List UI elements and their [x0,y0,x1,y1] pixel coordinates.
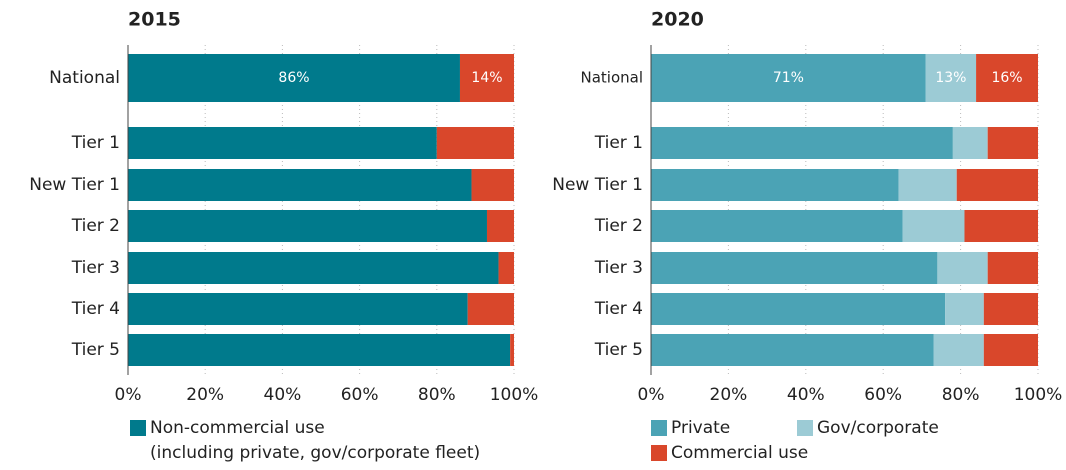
x-tick-label: 40% [264,385,302,405]
bar-segment [987,252,1038,284]
value-label: 14% [471,70,502,86]
category-label: Tier 3 [594,258,643,278]
category-label: New Tier 1 [552,175,643,195]
bar-segment [898,169,957,201]
value-label: 86% [278,70,309,86]
legend-label: Private [671,418,730,438]
category-label: Tier 4 [71,299,120,319]
panel-title: 2020 [651,9,704,31]
x-tick-label: 60% [341,385,379,405]
bar-segment [983,293,1038,325]
x-tick-label: 100% [490,385,539,405]
bar-segment [902,210,965,242]
bar-segment [467,293,514,325]
bar-segment [956,169,1038,201]
x-tick-label: 0% [638,385,665,405]
category-label: Tier 5 [594,340,643,360]
legend-label: Non-commercial use [150,418,325,438]
legend-swatch [130,420,146,436]
category-label: Tier 1 [71,133,120,153]
x-tick-label: 80% [418,385,456,405]
x-tick-label: 20% [710,385,748,405]
bar-segment [987,127,1038,159]
bar-segment [964,210,1038,242]
bar-segment [937,252,988,284]
category-label: Tier 5 [71,340,120,360]
bar-segment [128,210,487,242]
legend-note: (including private, gov/corporate fleet) [150,443,480,463]
bar-segment [925,54,977,102]
bar-segment [128,127,437,159]
bar-segment [128,293,468,325]
legend-swatch [651,445,667,461]
value-label: 13% [935,70,966,86]
bar-segment [128,334,511,366]
bar-segment [651,210,903,242]
category-label: National [49,68,120,88]
category-label: National [580,69,643,87]
bar-segment [486,210,514,242]
x-tick-label: 40% [787,385,825,405]
bar-segment [933,334,984,366]
legend-label: Commercial use [671,443,808,463]
bar-segment [651,169,899,201]
value-label: 16% [991,70,1022,86]
bar-segment [128,169,472,201]
bar-segment [651,127,953,159]
category-label: Tier 4 [594,299,643,319]
bar-segment [651,54,926,102]
x-tick-label: 80% [942,385,980,405]
legend-swatch [651,420,667,436]
category-label: Tier 3 [71,258,120,278]
bar-segment [651,252,938,284]
bar-segment [471,169,514,201]
bar-segment [651,293,946,325]
bar-segment [498,252,514,284]
bar-segment [510,334,514,366]
bar-segment [436,127,514,159]
x-tick-label: 100% [1014,385,1063,405]
bar-segment [128,54,460,102]
x-tick-label: 0% [115,385,142,405]
bar-segment [945,293,984,325]
x-tick-label: 60% [864,385,902,405]
value-label: 71% [773,70,804,86]
bar-segment [952,127,988,159]
category-label: Tier 2 [594,216,643,236]
category-label: New Tier 1 [29,175,120,195]
category-label: Tier 2 [71,216,120,236]
bar-segment [651,334,934,366]
bar-segment [128,252,499,284]
bar-segment [976,54,1038,102]
legend-label: Gov/corporate [817,418,939,438]
x-tick-label: 20% [186,385,224,405]
bar-segment [983,334,1038,366]
panel-title: 2015 [128,9,181,31]
legend-swatch [797,420,813,436]
category-label: Tier 1 [594,133,643,153]
bar-segment [459,54,514,102]
